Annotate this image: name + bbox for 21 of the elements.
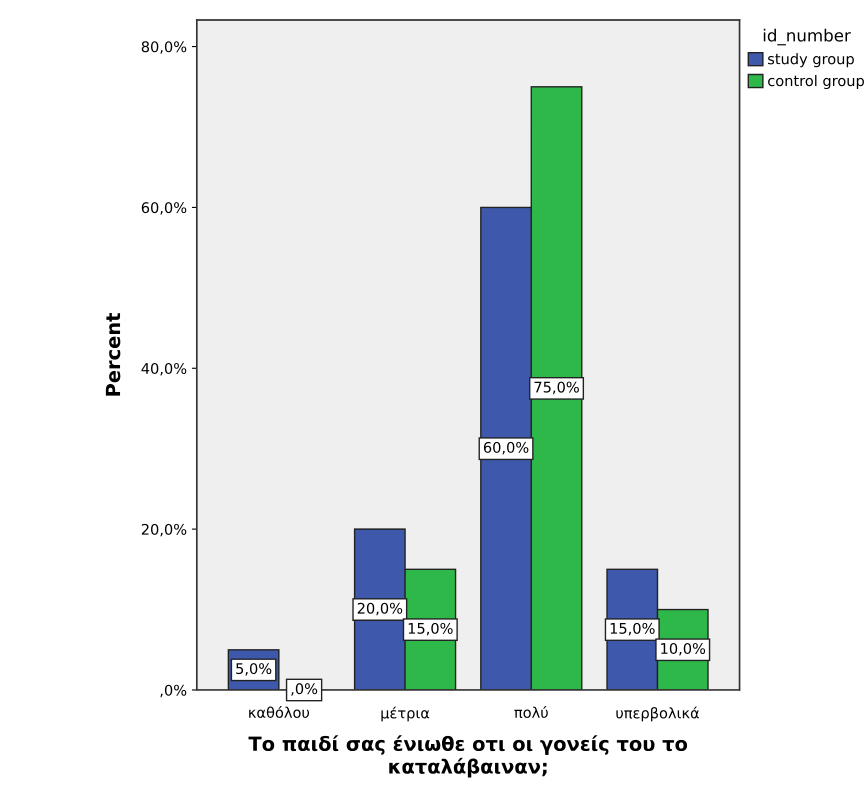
legend-title: id_number: [764, 28, 851, 46]
x-axis-title: Το παιδί σας ένιωθε οτι οι γονείς του το καταλάβαιναν;: [248, 735, 688, 778]
x-tick-label: υπερβολικά: [616, 706, 699, 722]
data-label: 20,0%: [358, 602, 402, 616]
y-tick-label: 60,0%: [142, 202, 186, 215]
data-label: 5,0%: [236, 663, 272, 676]
x-tick-label: καθόλου: [249, 706, 310, 718]
data-label: 75,0%: [534, 382, 579, 394]
y-tick-label: 20,0%: [142, 524, 186, 536]
data-label: 15,0%: [610, 622, 655, 636]
y-tick-label: ,0%: [160, 684, 186, 698]
legend-label: control group: [768, 74, 864, 90]
x-tick-label: πολύ: [514, 706, 548, 718]
x-tick-label: μέτρια: [381, 706, 430, 722]
y-tick-label: 80,0%: [142, 41, 186, 54]
data-label: 15,0%: [408, 622, 453, 636]
y-axis-title: Percent: [106, 313, 120, 396]
y-tick-label: 40,0%: [141, 362, 186, 376]
legend-label: study group: [768, 53, 854, 68]
data-label: 60,0%: [484, 442, 528, 454]
data-label: 10,0%: [661, 642, 706, 656]
